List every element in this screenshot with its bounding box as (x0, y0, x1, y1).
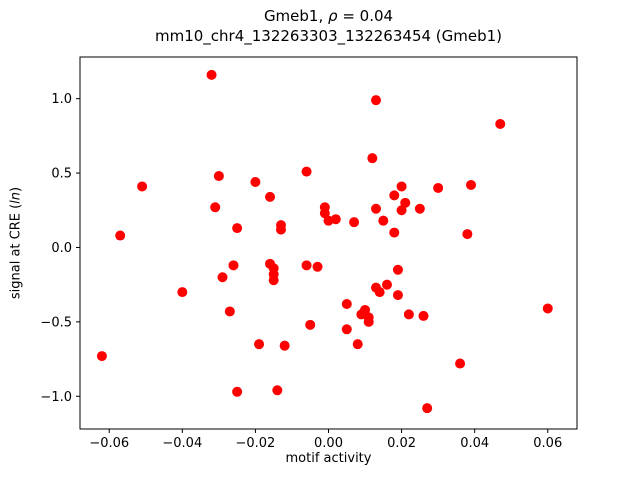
data-point (275, 224, 286, 235)
data-point (254, 339, 265, 350)
data-point (363, 316, 374, 327)
data-point (341, 324, 352, 335)
data-point (265, 191, 276, 202)
data-point (268, 275, 279, 286)
data-point (462, 229, 473, 240)
chart-title-suffix: = 0.04 (337, 7, 394, 25)
data-point (228, 260, 239, 271)
x-axis-label: motif activity (285, 451, 372, 466)
data-point (319, 208, 330, 219)
data-point (389, 190, 400, 201)
x-tick-label: −0.06 (89, 436, 129, 451)
chart-title: Gmeb1, ρ = 0.04 (80, 7, 577, 26)
data-point (279, 340, 290, 351)
data-point (466, 179, 477, 190)
x-tick-label: −0.04 (162, 436, 202, 451)
data-point (349, 217, 360, 228)
x-tick-label: 0.02 (387, 436, 416, 451)
data-point (374, 287, 385, 298)
data-point (217, 272, 228, 283)
x-tick-label: 0.04 (460, 436, 489, 451)
y-tick-label: 0.5 (51, 167, 72, 182)
data-point (381, 279, 392, 290)
data-point (232, 386, 243, 397)
data-point (392, 264, 403, 275)
data-point (250, 176, 261, 187)
data-point (301, 260, 312, 271)
data-point (360, 304, 371, 315)
y-axis-label-prefix: signal at CRE ( (8, 203, 24, 300)
data-point (213, 171, 224, 182)
data-point (396, 205, 407, 216)
data-point (210, 202, 221, 213)
data-point (305, 319, 316, 330)
data-point (137, 181, 148, 192)
y-axis-label-suffix: ) (8, 186, 24, 192)
x-tick-label: 0.06 (533, 436, 562, 451)
data-point (422, 403, 433, 414)
data-point (224, 306, 235, 317)
data-point (312, 261, 323, 272)
x-tick-label: −0.02 (235, 436, 275, 451)
x-tick-label: 0.00 (314, 436, 343, 451)
data-point (389, 227, 400, 238)
data-point (177, 287, 188, 298)
data-point (418, 310, 429, 321)
chart-title-rho: ρ (328, 7, 338, 25)
data-point (392, 290, 403, 301)
data-point (115, 230, 126, 241)
axes-box (79, 56, 578, 430)
data-point (352, 339, 363, 350)
y-axis-label-italic: ln (8, 191, 24, 204)
data-point (367, 153, 378, 164)
chart-subtitle: mm10_chr4_132263303_132263454 (Gmeb1) (154, 27, 503, 45)
y-tick-label: 0.0 (51, 241, 72, 256)
data-point (301, 166, 312, 177)
data-point (400, 197, 411, 208)
data-point (330, 214, 341, 225)
data-point (272, 385, 283, 396)
data-point (232, 223, 243, 234)
data-point (396, 181, 407, 192)
data-point (96, 351, 107, 362)
data-point (378, 215, 389, 226)
data-point (542, 303, 553, 314)
data-point (371, 203, 382, 214)
data-point (455, 358, 466, 369)
y-axis-label: signal at CRE (ln) (9, 187, 24, 299)
data-point (403, 309, 414, 320)
y-tick-label: 1.0 (51, 92, 72, 107)
data-point (414, 203, 425, 214)
y-tick-label: −0.5 (40, 315, 72, 330)
y-tick-label: −1.0 (40, 390, 72, 405)
data-point (341, 299, 352, 310)
data-point (206, 69, 217, 80)
chart-title-prefix: Gmeb1, (263, 7, 329, 25)
data-point (371, 95, 382, 106)
data-point (433, 182, 444, 193)
data-point (495, 118, 506, 129)
